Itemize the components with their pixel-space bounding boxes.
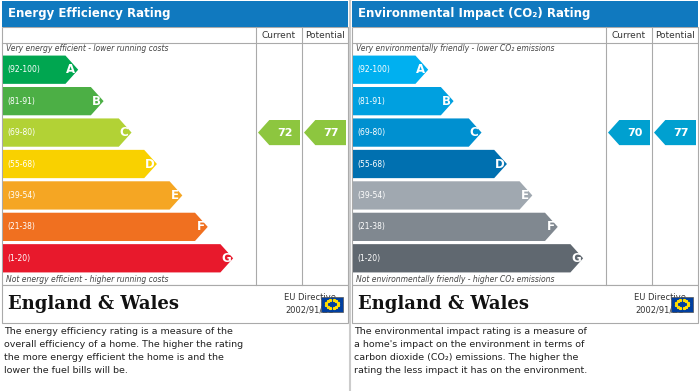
Polygon shape bbox=[3, 118, 132, 147]
Polygon shape bbox=[654, 120, 696, 145]
Text: Not energy efficient - higher running costs: Not energy efficient - higher running co… bbox=[6, 275, 169, 284]
Text: G: G bbox=[571, 252, 581, 265]
Text: Potential: Potential bbox=[305, 30, 345, 39]
Text: C: C bbox=[470, 126, 479, 139]
Text: C: C bbox=[120, 126, 129, 139]
Text: (1-20): (1-20) bbox=[7, 254, 30, 263]
Polygon shape bbox=[3, 213, 208, 241]
Text: A: A bbox=[416, 63, 426, 76]
Text: Current: Current bbox=[262, 30, 296, 39]
Text: B: B bbox=[92, 95, 101, 108]
Polygon shape bbox=[353, 150, 507, 178]
Text: B: B bbox=[442, 95, 451, 108]
Bar bbox=[2, 27, 348, 285]
Polygon shape bbox=[304, 120, 346, 145]
Text: F: F bbox=[197, 221, 204, 233]
Polygon shape bbox=[258, 120, 300, 145]
Text: E: E bbox=[171, 189, 179, 202]
Text: F: F bbox=[547, 221, 554, 233]
Text: 72: 72 bbox=[277, 127, 293, 138]
Polygon shape bbox=[3, 150, 157, 178]
Text: 70: 70 bbox=[627, 127, 643, 138]
Text: (21-38): (21-38) bbox=[357, 222, 385, 231]
Text: (69-80): (69-80) bbox=[357, 128, 385, 137]
Text: 77: 77 bbox=[673, 127, 688, 138]
Text: D: D bbox=[145, 158, 155, 170]
Text: (39-54): (39-54) bbox=[7, 191, 35, 200]
Text: Potential: Potential bbox=[655, 30, 695, 39]
Text: Current: Current bbox=[612, 30, 646, 39]
Text: (55-68): (55-68) bbox=[357, 160, 385, 169]
Text: (1-20): (1-20) bbox=[357, 254, 380, 263]
Polygon shape bbox=[353, 244, 583, 273]
Text: England & Wales: England & Wales bbox=[8, 295, 179, 313]
Bar bbox=[671, 296, 693, 312]
Bar bbox=[2, 1, 348, 27]
Polygon shape bbox=[353, 56, 428, 84]
Text: (92-100): (92-100) bbox=[357, 65, 390, 74]
Polygon shape bbox=[3, 56, 78, 84]
Bar bbox=[352, 285, 698, 323]
Text: Very energy efficient - lower running costs: Very energy efficient - lower running co… bbox=[6, 44, 169, 53]
Text: (39-54): (39-54) bbox=[357, 191, 385, 200]
Text: The environmental impact rating is a measure of
a home's impact on the environme: The environmental impact rating is a mea… bbox=[354, 327, 587, 375]
Polygon shape bbox=[608, 120, 650, 145]
Polygon shape bbox=[3, 244, 233, 273]
Text: (69-80): (69-80) bbox=[7, 128, 35, 137]
Text: EU Directive
2002/91/EC: EU Directive 2002/91/EC bbox=[634, 293, 686, 315]
Text: (21-38): (21-38) bbox=[7, 222, 35, 231]
Text: EU Directive
2002/91/EC: EU Directive 2002/91/EC bbox=[284, 293, 336, 315]
Text: 77: 77 bbox=[323, 127, 338, 138]
Text: G: G bbox=[221, 252, 231, 265]
Polygon shape bbox=[3, 87, 104, 115]
Bar bbox=[321, 296, 343, 312]
Polygon shape bbox=[3, 181, 182, 210]
Polygon shape bbox=[353, 181, 532, 210]
Text: The energy efficiency rating is a measure of the
overall efficiency of a home. T: The energy efficiency rating is a measur… bbox=[4, 327, 243, 375]
Polygon shape bbox=[353, 213, 558, 241]
Bar bbox=[352, 27, 698, 285]
Text: D: D bbox=[495, 158, 505, 170]
Polygon shape bbox=[353, 118, 482, 147]
Text: E: E bbox=[521, 189, 529, 202]
Text: A: A bbox=[66, 63, 76, 76]
Bar bbox=[352, 1, 698, 27]
Text: Environmental Impact (CO₂) Rating: Environmental Impact (CO₂) Rating bbox=[358, 7, 590, 20]
Text: England & Wales: England & Wales bbox=[358, 295, 529, 313]
Text: (81-91): (81-91) bbox=[7, 97, 35, 106]
Text: (55-68): (55-68) bbox=[7, 160, 35, 169]
Text: Energy Efficiency Rating: Energy Efficiency Rating bbox=[8, 7, 171, 20]
Bar bbox=[2, 285, 348, 323]
Text: Not environmentally friendly - higher CO₂ emissions: Not environmentally friendly - higher CO… bbox=[356, 275, 554, 284]
Text: Very environmentally friendly - lower CO₂ emissions: Very environmentally friendly - lower CO… bbox=[356, 44, 554, 53]
Polygon shape bbox=[353, 87, 454, 115]
Text: (81-91): (81-91) bbox=[357, 97, 385, 106]
Text: (92-100): (92-100) bbox=[7, 65, 40, 74]
